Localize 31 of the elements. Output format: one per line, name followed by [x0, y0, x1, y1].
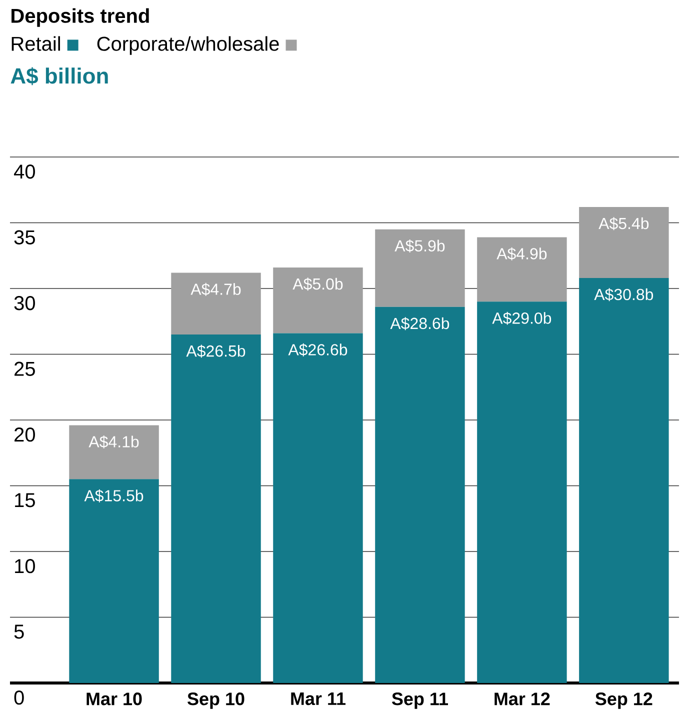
y-tick-label: 10	[14, 559, 35, 574]
x-tick-label: Mar 10	[86, 692, 142, 706]
x-tick-label: Sep 11	[392, 692, 448, 709]
data-label: A$4.7b	[190, 282, 240, 296]
data-label: A$4.9b	[496, 247, 546, 260]
y-tick-label: 25	[14, 362, 35, 376]
y-tick-label: 20	[14, 428, 35, 442]
x-tick-label: Sep 10	[187, 692, 244, 709]
y-tick-label: 5	[14, 624, 24, 639]
data-label: A$5.9b	[394, 240, 444, 252]
y-tick-label: 15	[14, 493, 35, 508]
x-tick-label: Mar 12	[494, 692, 550, 706]
data-label: A$5.0b	[292, 278, 342, 291]
x-tick-label: Sep 12	[595, 692, 652, 709]
legend-label: Corporate/wholesale	[97, 36, 279, 55]
y-tick-label: 0	[14, 690, 24, 705]
x-tick-label: Mar 11	[290, 692, 346, 706]
data-label: A$30.8b	[594, 288, 653, 302]
data-label: A$28.6b	[390, 317, 449, 330]
y-axis-title: A$ billion	[10, 67, 108, 86]
data-label: A$15.5b	[84, 489, 143, 502]
chart-title: Deposits trend	[11, 8, 149, 27]
data-label: A$29.0b	[492, 312, 551, 325]
data-label: A$5.4b	[598, 217, 648, 230]
y-tick-label: 40	[14, 164, 35, 179]
y-tick-label: 35	[14, 230, 35, 244]
data-label: A$4.1b	[88, 435, 138, 448]
legend-label: Retail	[12, 36, 60, 51]
y-tick-label: 30	[14, 296, 35, 310]
data-label: A$26.6b	[288, 343, 347, 356]
data-label: A$26.5b	[186, 344, 245, 358]
